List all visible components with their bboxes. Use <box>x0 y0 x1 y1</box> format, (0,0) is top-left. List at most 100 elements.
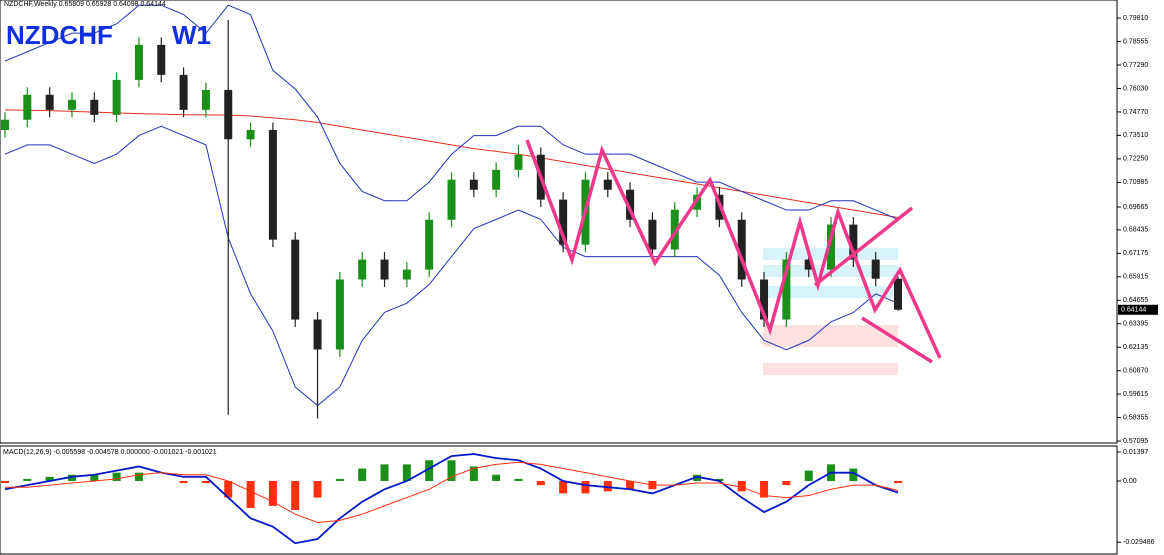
histogram-bar <box>201 480 210 484</box>
candle-body <box>402 269 411 280</box>
y-tick-label: 0.79810 <box>1123 15 1148 22</box>
candle-body <box>380 259 389 280</box>
y-tick-label: 0.68435 <box>1123 227 1148 234</box>
candle-body <box>559 199 568 245</box>
candle-body <box>179 74 188 110</box>
histogram-bar <box>23 478 32 481</box>
candle-body <box>425 219 434 270</box>
histogram-bar <box>469 466 478 481</box>
histogram-bar <box>693 474 702 481</box>
histogram-bar <box>291 480 300 511</box>
candle-body <box>112 79 121 115</box>
candle-body <box>201 89 210 110</box>
histogram-bar <box>760 480 769 498</box>
candle-body <box>782 259 791 320</box>
y-tick-label: 0.78555 <box>1123 38 1148 45</box>
histogram-bar <box>626 480 635 490</box>
marks: 0.79810 0.78555 0.77290 0.76030 0.74770 0.735… <box>1 4 1158 546</box>
y-tick-label: 0.76030 <box>1123 85 1148 92</box>
histogram-bar <box>90 474 99 481</box>
candle-body <box>1 119 9 130</box>
histogram-bar <box>559 480 568 494</box>
candle-body <box>335 279 344 350</box>
y-tick-label: 0.70985 <box>1123 179 1148 186</box>
macd-header: MACD(12,26,9) -0.005598 -0.004578 0.0000… <box>3 449 217 456</box>
candle-body <box>358 259 367 280</box>
y-tick-label: 0.65915 <box>1123 274 1148 281</box>
histogram-bar <box>581 480 590 494</box>
y-tick-label: 0.72250 <box>1123 156 1148 163</box>
timeframe-label: W1 <box>172 20 211 50</box>
y-tick-label: 0.00 <box>1123 478 1137 485</box>
y-tick-label: 0.01397 <box>1123 449 1148 456</box>
y-tick-label: 0.69665 <box>1123 204 1148 211</box>
histogram-bar <box>894 480 902 484</box>
zone <box>763 286 898 298</box>
y-tick-label: 0.67175 <box>1123 250 1148 257</box>
histogram-bar <box>134 472 143 481</box>
candle-body <box>603 179 612 190</box>
histogram-bar <box>67 474 76 481</box>
histogram-bar <box>804 470 813 481</box>
candle-body <box>447 179 456 220</box>
main-panel <box>0 0 1118 444</box>
candle-body <box>871 259 880 279</box>
histogram-bar <box>380 464 389 481</box>
histogram-bar <box>313 480 322 498</box>
histogram-bar <box>335 478 344 481</box>
histogram-bar <box>447 460 456 481</box>
candle-body <box>514 154 523 170</box>
candle-body <box>648 219 657 250</box>
candle-body <box>469 179 478 190</box>
histogram-bar <box>492 474 501 481</box>
histogram-bar <box>514 478 523 481</box>
y-tick-label: -0.029486 <box>1123 539 1155 546</box>
candle-body <box>626 189 635 220</box>
macd-line <box>4 453 899 545</box>
zigzag-drawing <box>525 139 942 359</box>
indicator-line <box>4 4 899 220</box>
price-tag-label: 0.64144 <box>1121 307 1146 314</box>
histogram-bar <box>737 480 746 492</box>
histogram-bar <box>715 478 724 481</box>
macd-line <box>5 461 899 523</box>
y-tick-label: 0.58355 <box>1123 414 1148 421</box>
histogram-bar <box>536 480 545 486</box>
histogram-bar <box>112 472 121 481</box>
histogram-bar <box>849 468 858 481</box>
price-tag <box>1118 304 1158 315</box>
candle-body <box>45 94 54 110</box>
histogram-bar <box>268 480 277 506</box>
candle-body <box>268 129 277 240</box>
candle-body <box>134 44 143 80</box>
histogram-bar <box>358 468 367 481</box>
y-tick-label: 0.62135 <box>1123 344 1148 351</box>
trendline <box>813 206 914 287</box>
candle-body <box>760 279 769 320</box>
candle-body <box>90 99 99 115</box>
histogram-bar <box>402 464 411 481</box>
chart-header: NZDCHF,Weekly 0.65809 0.65928 0.64098 0.… <box>4 1 166 8</box>
indicator-line <box>4 125 899 407</box>
trendline <box>861 316 933 364</box>
candle-body <box>804 259 813 270</box>
histogram-bar <box>425 460 434 481</box>
y-tick-label: 0.57095 <box>1123 438 1148 445</box>
candle-body <box>291 239 300 320</box>
histogram-bar <box>179 480 188 484</box>
candle-body <box>894 278 902 310</box>
candle-body <box>670 209 679 250</box>
histogram-bar <box>603 480 612 492</box>
y-tick-label: 0.77290 <box>1123 62 1148 69</box>
symbol-label: NZDCHF <box>6 20 113 50</box>
y-tick-label: 0.64655 <box>1123 297 1148 304</box>
macd-panel <box>0 445 1118 555</box>
y-tick-label: 0.74770 <box>1123 109 1148 116</box>
zone <box>763 363 898 375</box>
candle-body <box>827 224 836 270</box>
candle-body <box>246 129 255 140</box>
histogram-bar <box>782 480 791 486</box>
candle-body <box>157 44 166 75</box>
candle-body <box>849 224 858 260</box>
